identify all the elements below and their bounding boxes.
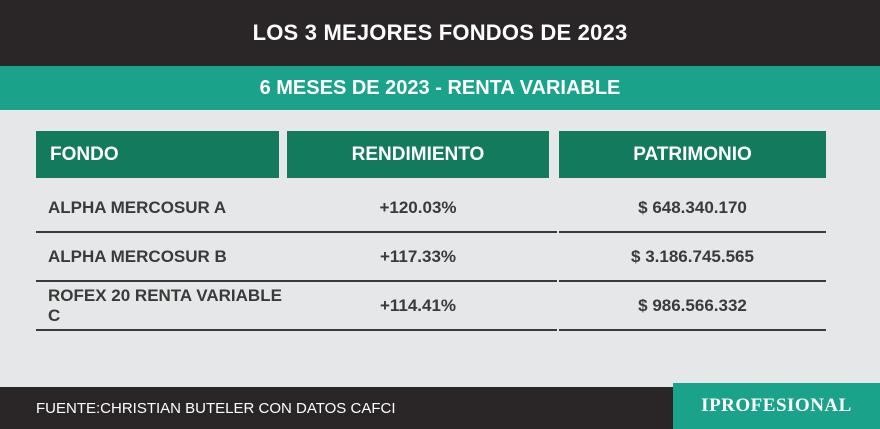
cell-rendimiento: +114.41% xyxy=(379,296,457,315)
source-note: FUENTE:CHRISTIAN BUTELER CON DATOS CAFCI xyxy=(36,399,396,417)
cell-fondo: ROFEX 20 RENTA VARIABLE C xyxy=(48,286,282,325)
cell-rendimiento: +117.33% xyxy=(379,247,457,266)
brand-logo: IPROFESIONAL xyxy=(673,383,880,429)
row-divider xyxy=(36,231,557,233)
row-divider xyxy=(559,280,826,282)
column-header-patrimonio: PATRIMONIO xyxy=(559,131,826,178)
cell-fondo: ALPHA MERCOSUR B xyxy=(48,247,227,266)
cell-fondo: ALPHA MERCOSUR A xyxy=(48,198,227,217)
cell-patrimonio: $ 986.566.332 xyxy=(638,296,747,315)
page-title: LOS 3 MEJORES FONDOS DE 2023 xyxy=(0,0,880,66)
cell-patrimonio: $ 3.186.745.565 xyxy=(631,247,754,266)
row-divider xyxy=(559,329,826,331)
cell-rendimiento: +120.03% xyxy=(379,198,457,217)
row-divider xyxy=(559,231,826,233)
column-header-fondo: FONDO xyxy=(36,131,279,178)
row-divider xyxy=(36,329,557,331)
table-row: ALPHA MERCOSUR A +120.03% $ 648.340.170 xyxy=(36,186,826,236)
page-subtitle: 6 MESES DE 2023 - RENTA VARIABLE xyxy=(0,66,880,110)
table-row: ROFEX 20 RENTA VARIABLE C +114.41% $ 986… xyxy=(36,284,826,334)
column-header-rendimiento: RENDIMIENTO xyxy=(287,131,549,178)
table-row: ALPHA MERCOSUR B +117.33% $ 3.186.745.56… xyxy=(36,235,826,285)
cell-patrimonio: $ 648.340.170 xyxy=(638,198,747,217)
row-divider xyxy=(36,280,557,282)
